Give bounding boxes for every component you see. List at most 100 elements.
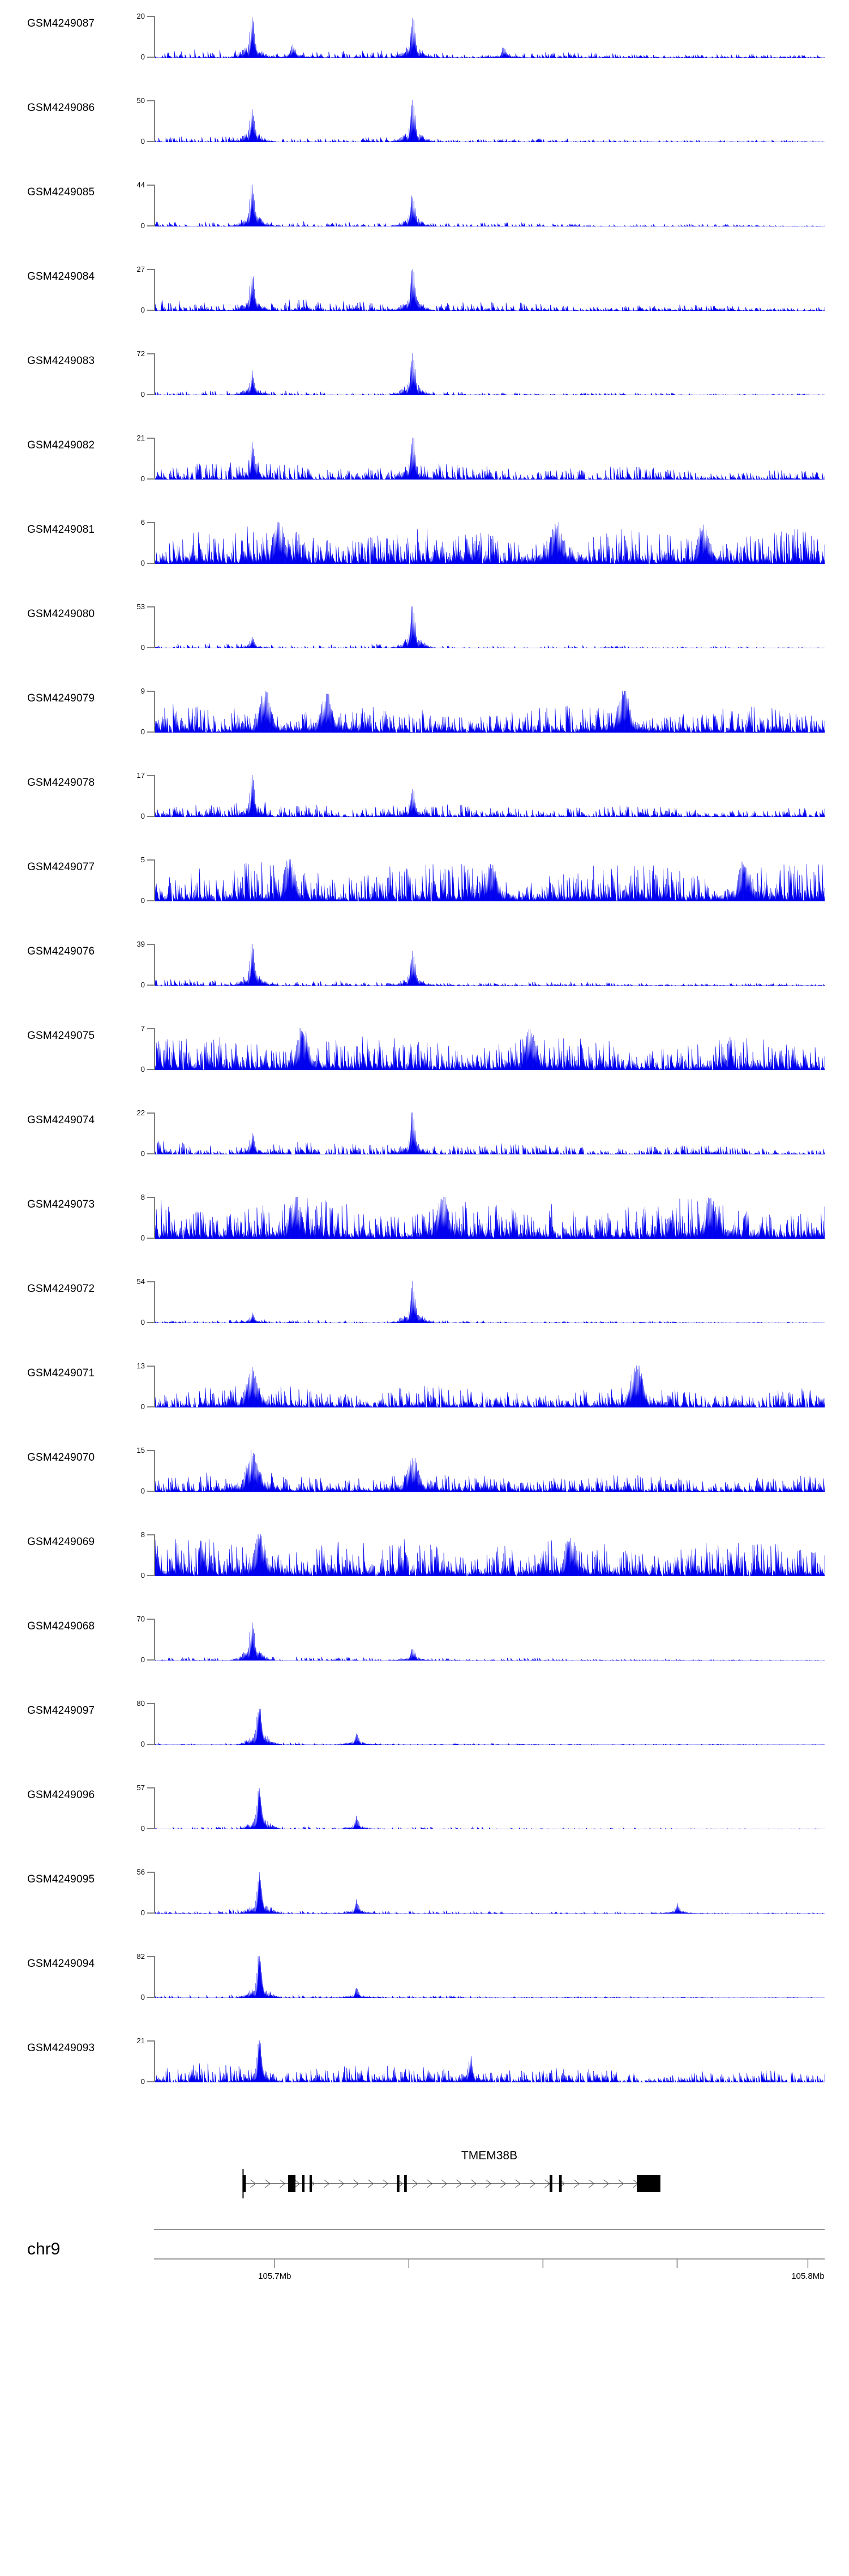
track-sample-label: GSM4249080 — [27, 608, 95, 620]
y-axis-min-label: 0 — [140, 559, 145, 567]
coverage-track[interactable]: GSM4249072 54 0 — [0, 1278, 849, 1326]
y-axis-max-label: 5 — [140, 855, 145, 864]
track-plot-area[interactable]: 54 0 — [137, 1278, 825, 1326]
coverage-histogram — [155, 353, 825, 395]
track-sample-label: GSM4249075 — [27, 1030, 95, 1042]
track-plot-area[interactable]: 56 0 — [137, 1868, 825, 1916]
gene-model-svg — [242, 2169, 661, 2198]
coverage-track[interactable]: GSM4249081 6 0 — [0, 519, 849, 567]
y-axis-line — [154, 1450, 155, 1492]
coverage-histogram — [155, 775, 825, 817]
coverage-histogram — [155, 1619, 825, 1661]
coverage-track[interactable]: GSM4249087 20 0 — [0, 12, 849, 61]
coverage-track[interactable]: GSM4249085 44 0 — [0, 181, 849, 229]
coverage-histogram — [155, 944, 825, 986]
coverage-track[interactable]: GSM4249071 13 0 — [0, 1362, 849, 1410]
y-axis-max-tick — [147, 100, 155, 101]
coverage-track[interactable]: GSM4249080 53 0 — [0, 603, 849, 651]
y-axis-max-tick — [147, 859, 155, 861]
track-plot-area[interactable]: 39 0 — [137, 940, 825, 989]
track-plot-area[interactable]: 53 0 — [137, 603, 825, 651]
coverage-track[interactable]: GSM4249075 7 0 — [0, 1025, 849, 1073]
genome-coordinate-ruler[interactable]: 105.7Mb 105.8Mb — [154, 2228, 825, 2291]
y-axis-max-label: 7 — [140, 1024, 145, 1033]
track-sample-label: GSM4249073 — [27, 1199, 95, 1210]
track-sample-label: GSM4249070 — [27, 1452, 95, 1464]
track-plot-area[interactable]: 27 0 — [137, 266, 825, 314]
y-axis-line — [154, 269, 155, 311]
coverage-track[interactable]: GSM4249082 21 0 — [0, 434, 849, 482]
y-axis-max-tick — [147, 944, 155, 945]
gene-annotation-track[interactable]: TMEM38B — [154, 2149, 825, 2201]
y-axis-min-tick — [147, 2081, 155, 2082]
track-plot-area[interactable]: 17 0 — [137, 772, 825, 820]
coverage-histogram — [155, 1534, 825, 1576]
coverage-track[interactable]: GSM4249095 56 0 — [0, 1868, 849, 1916]
y-axis-max-label: 15 — [136, 1446, 145, 1454]
track-plot-area[interactable]: 21 0 — [137, 434, 825, 482]
y-axis-line — [154, 1619, 155, 1661]
track-plot-area[interactable]: 44 0 — [137, 181, 825, 229]
track-plot-area[interactable]: 50 0 — [137, 97, 825, 145]
coverage-track[interactable]: GSM4249079 9 0 — [0, 687, 849, 735]
y-axis-max-tick — [147, 2040, 155, 2042]
coverage-track[interactable]: GSM4249083 72 0 — [0, 350, 849, 398]
y-axis-max-tick — [147, 185, 155, 186]
y-axis-max-tick — [147, 1534, 155, 1535]
gene-name-label: TMEM38B — [461, 2149, 518, 2162]
coverage-histogram — [155, 1703, 825, 1745]
y-axis-max-label: 17 — [136, 771, 145, 780]
ruler-tick-label: 105.7Mb — [258, 2271, 291, 2281]
coverage-track[interactable]: GSM4249084 27 0 — [0, 266, 849, 314]
coverage-histogram — [155, 1872, 825, 1914]
coverage-track[interactable]: GSM4249093 21 0 — [0, 2037, 849, 2085]
track-sample-label: GSM4249095 — [27, 1873, 95, 1885]
coverage-track[interactable]: GSM4249078 17 0 — [0, 772, 849, 820]
coverage-track[interactable]: GSM4249076 39 0 — [0, 940, 849, 989]
track-plot-area[interactable]: 70 0 — [137, 1615, 825, 1663]
track-sample-label: GSM4249082 — [27, 439, 95, 451]
y-axis-max-tick — [147, 438, 155, 439]
y-axis-min-tick — [147, 731, 155, 733]
coverage-track[interactable]: GSM4249094 82 0 — [0, 1953, 849, 2001]
track-plot-area[interactable]: 22 0 — [137, 1109, 825, 1157]
track-sample-label: GSM4249078 — [27, 777, 95, 789]
track-plot-area[interactable]: 57 0 — [137, 1784, 825, 1832]
coverage-track[interactable]: GSM4249068 70 0 — [0, 1615, 849, 1663]
track-plot-area[interactable]: 80 0 — [137, 1700, 825, 1748]
y-axis-max-label: 82 — [136, 1952, 145, 1961]
track-plot-area[interactable]: 13 0 — [137, 1362, 825, 1410]
coverage-track[interactable]: GSM4249086 50 0 — [0, 97, 849, 145]
coverage-track[interactable]: GSM4249073 8 0 — [0, 1193, 849, 1242]
coverage-track[interactable]: GSM4249077 5 0 — [0, 856, 849, 904]
coverage-track[interactable]: GSM4249097 80 0 — [0, 1700, 849, 1748]
coverage-track[interactable]: GSM4249074 22 0 — [0, 1109, 849, 1157]
coverage-track[interactable]: GSM4249069 8 0 — [0, 1531, 849, 1579]
track-plot-area[interactable]: 21 0 — [137, 2037, 825, 2085]
coverage-histogram — [155, 691, 825, 733]
y-axis-min-tick — [147, 394, 155, 395]
coverage-track[interactable]: GSM4249070 15 0 — [0, 1447, 849, 1495]
track-plot-area[interactable]: 72 0 — [137, 350, 825, 398]
y-axis-max-label: 57 — [136, 1783, 145, 1792]
track-plot-area[interactable]: 15 0 — [137, 1447, 825, 1495]
track-plot-area[interactable]: 82 0 — [137, 1953, 825, 2001]
y-axis-max-tick — [147, 1872, 155, 1873]
track-sample-label: GSM4249083 — [27, 355, 95, 367]
y-axis-max-tick — [147, 691, 155, 692]
y-axis-max-label: 21 — [136, 434, 145, 442]
track-plot-area[interactable]: 20 0 — [137, 12, 825, 61]
coverage-track[interactable]: GSM4249096 57 0 — [0, 1784, 849, 1832]
y-axis-line — [154, 606, 155, 648]
y-axis-max-label: 27 — [136, 265, 145, 273]
y-axis-min-tick — [147, 1828, 155, 1829]
y-axis-line — [154, 353, 155, 395]
y-axis-max-tick — [147, 1281, 155, 1282]
